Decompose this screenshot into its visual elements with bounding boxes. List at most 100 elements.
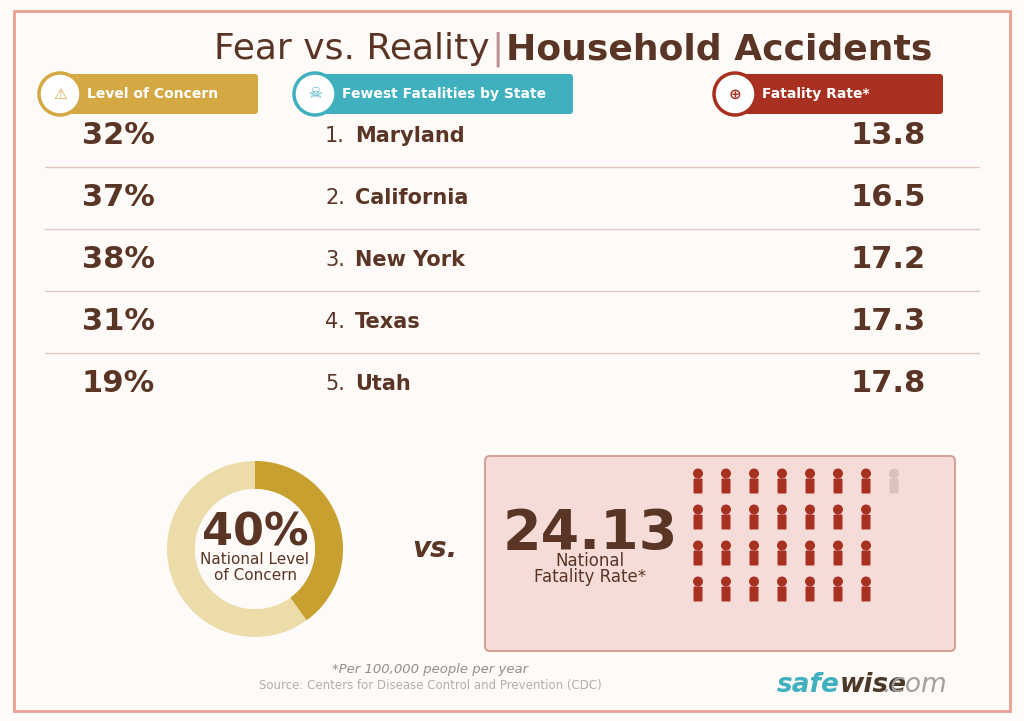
Text: California: California bbox=[355, 188, 468, 208]
Text: Texas: Texas bbox=[355, 312, 421, 332]
FancyBboxPatch shape bbox=[777, 586, 786, 601]
FancyBboxPatch shape bbox=[861, 551, 870, 565]
Circle shape bbox=[861, 577, 871, 586]
Text: 40%: 40% bbox=[202, 511, 308, 554]
Text: Fewest Fatalities by State: Fewest Fatalities by State bbox=[342, 87, 546, 101]
Circle shape bbox=[714, 73, 756, 115]
FancyBboxPatch shape bbox=[732, 74, 943, 114]
Circle shape bbox=[693, 541, 703, 551]
Circle shape bbox=[777, 541, 787, 551]
Text: ☠: ☠ bbox=[308, 87, 322, 102]
Circle shape bbox=[777, 577, 787, 586]
FancyBboxPatch shape bbox=[722, 551, 730, 565]
Text: Fatality Rate*: Fatality Rate* bbox=[762, 87, 869, 101]
Circle shape bbox=[861, 505, 871, 515]
FancyBboxPatch shape bbox=[806, 515, 814, 529]
Circle shape bbox=[721, 577, 731, 586]
Text: 17.8: 17.8 bbox=[850, 369, 926, 399]
FancyBboxPatch shape bbox=[806, 551, 814, 565]
Text: New York: New York bbox=[355, 250, 465, 270]
FancyBboxPatch shape bbox=[722, 479, 730, 493]
FancyBboxPatch shape bbox=[312, 74, 573, 114]
Circle shape bbox=[721, 469, 731, 479]
Wedge shape bbox=[255, 461, 343, 620]
Circle shape bbox=[693, 577, 703, 586]
Text: 13.8: 13.8 bbox=[850, 122, 926, 151]
Text: Utah: Utah bbox=[355, 374, 411, 394]
Text: ⚠: ⚠ bbox=[53, 87, 67, 102]
Circle shape bbox=[889, 469, 899, 479]
Circle shape bbox=[861, 541, 871, 551]
Wedge shape bbox=[167, 461, 343, 637]
Text: *Per 100,000 people per year: *Per 100,000 people per year bbox=[332, 663, 528, 676]
FancyBboxPatch shape bbox=[834, 586, 843, 601]
Text: of Concern: of Concern bbox=[213, 567, 297, 583]
Circle shape bbox=[39, 73, 81, 115]
Text: 31%: 31% bbox=[82, 307, 155, 337]
Circle shape bbox=[749, 577, 759, 586]
Circle shape bbox=[833, 541, 843, 551]
Circle shape bbox=[777, 469, 787, 479]
Text: vs.: vs. bbox=[413, 535, 458, 563]
Circle shape bbox=[294, 73, 336, 115]
FancyBboxPatch shape bbox=[806, 479, 814, 493]
Text: Maryland: Maryland bbox=[355, 126, 465, 146]
FancyBboxPatch shape bbox=[861, 515, 870, 529]
FancyBboxPatch shape bbox=[693, 479, 702, 493]
FancyBboxPatch shape bbox=[890, 479, 898, 493]
Circle shape bbox=[861, 469, 871, 479]
Circle shape bbox=[721, 541, 731, 551]
Text: Household Accidents: Household Accidents bbox=[506, 32, 933, 66]
Circle shape bbox=[195, 489, 315, 609]
Circle shape bbox=[833, 505, 843, 515]
Circle shape bbox=[833, 577, 843, 586]
FancyBboxPatch shape bbox=[57, 74, 258, 114]
Text: Fear vs. Reality: Fear vs. Reality bbox=[214, 32, 490, 66]
Text: wise: wise bbox=[840, 672, 907, 698]
FancyBboxPatch shape bbox=[750, 479, 759, 493]
Text: 17.2: 17.2 bbox=[851, 245, 926, 275]
Text: 2.: 2. bbox=[326, 188, 345, 208]
Text: 19%: 19% bbox=[81, 369, 155, 399]
Text: National: National bbox=[555, 552, 625, 570]
Text: 1.: 1. bbox=[326, 126, 345, 146]
Text: ⊕: ⊕ bbox=[729, 87, 741, 102]
Text: Fatality Rate*: Fatality Rate* bbox=[534, 568, 646, 586]
FancyBboxPatch shape bbox=[693, 586, 702, 601]
Circle shape bbox=[805, 577, 815, 586]
Text: 16.5: 16.5 bbox=[850, 184, 926, 213]
FancyBboxPatch shape bbox=[834, 515, 843, 529]
Circle shape bbox=[749, 469, 759, 479]
Circle shape bbox=[749, 541, 759, 551]
FancyBboxPatch shape bbox=[861, 479, 870, 493]
FancyBboxPatch shape bbox=[861, 586, 870, 601]
Circle shape bbox=[693, 469, 703, 479]
FancyBboxPatch shape bbox=[777, 479, 786, 493]
FancyBboxPatch shape bbox=[693, 515, 702, 529]
Text: 32%: 32% bbox=[82, 122, 155, 151]
Text: 38%: 38% bbox=[82, 245, 155, 275]
FancyBboxPatch shape bbox=[722, 515, 730, 529]
Circle shape bbox=[721, 505, 731, 515]
FancyBboxPatch shape bbox=[693, 551, 702, 565]
FancyBboxPatch shape bbox=[834, 551, 843, 565]
FancyBboxPatch shape bbox=[834, 479, 843, 493]
FancyBboxPatch shape bbox=[722, 586, 730, 601]
Text: Level of Concern: Level of Concern bbox=[87, 87, 218, 101]
Text: National Level: National Level bbox=[201, 552, 309, 567]
Circle shape bbox=[693, 505, 703, 515]
FancyBboxPatch shape bbox=[14, 11, 1010, 711]
Text: 5.: 5. bbox=[326, 374, 345, 394]
FancyBboxPatch shape bbox=[485, 456, 955, 651]
FancyBboxPatch shape bbox=[777, 515, 786, 529]
Text: Source: Centers for Disease Control and Prevention (CDC): Source: Centers for Disease Control and … bbox=[259, 678, 601, 691]
Text: 3.: 3. bbox=[326, 250, 345, 270]
FancyBboxPatch shape bbox=[750, 515, 759, 529]
Circle shape bbox=[777, 505, 787, 515]
Text: safe: safe bbox=[777, 672, 840, 698]
Text: .com: .com bbox=[882, 672, 947, 698]
Circle shape bbox=[805, 505, 815, 515]
Circle shape bbox=[749, 505, 759, 515]
FancyBboxPatch shape bbox=[806, 586, 814, 601]
Circle shape bbox=[805, 469, 815, 479]
